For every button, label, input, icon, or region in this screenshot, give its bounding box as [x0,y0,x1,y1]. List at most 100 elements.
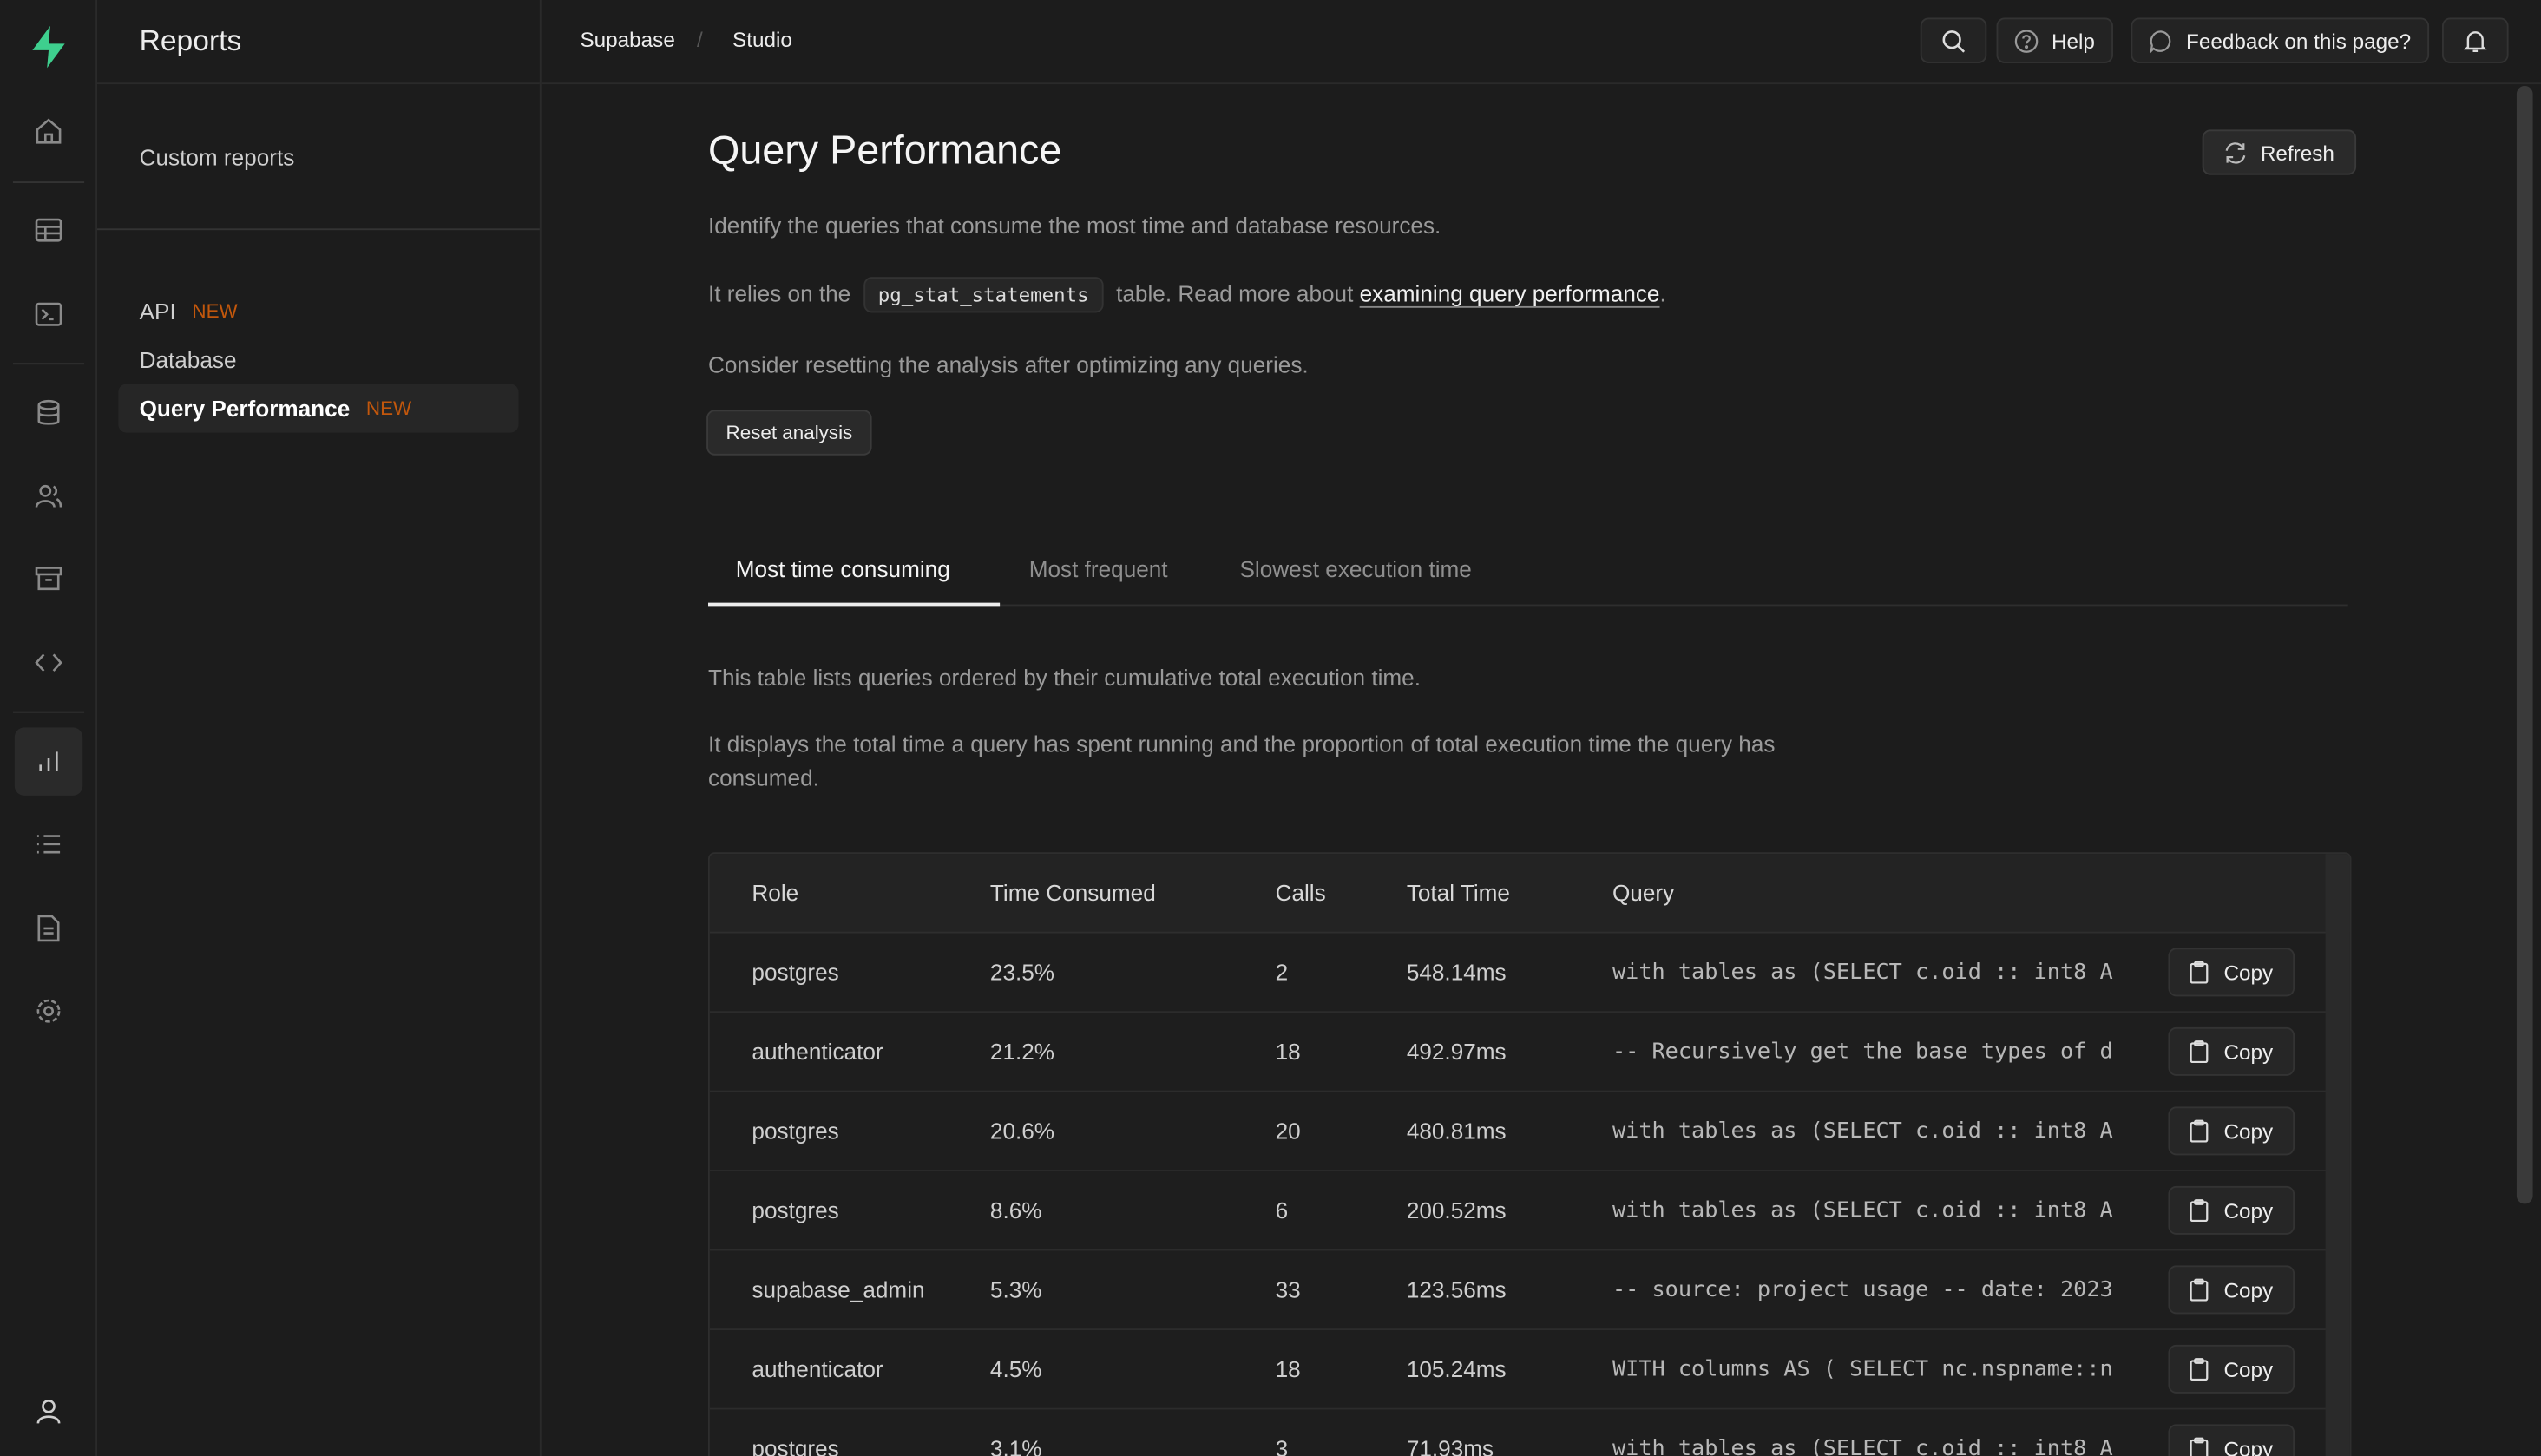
help-button[interactable]: Help [1996,17,2113,63]
menu-item-api[interactable]: API NEW [118,287,518,336]
table-row: authenticator 21.2% 18 492.97ms -- Recursive… [709,1013,2350,1092]
column-header-calls: Calls [1275,879,1326,906]
breadcrumb-separator: / [696,27,703,52]
new-badge: NEW [192,299,238,323]
clipboard-icon [2190,1040,2209,1063]
table-row: postgres 3.1% 3 71.93ms with tables as (SELE… [709,1409,2350,1456]
bell-icon [2464,30,2487,52]
database-icon[interactable] [15,379,82,447]
table-row: supabase_admin 5.3% 33 123.56ms -- source: p… [709,1250,2350,1331]
new-badge: NEW [365,397,412,420]
query-cell: -- Recursively get the base types of d [1612,1038,2113,1065]
storage-icon[interactable] [15,544,82,612]
breadcrumb-supabase[interactable]: Supabase [580,27,675,52]
copy-button[interactable]: Copy [2168,1424,2295,1456]
page-title: Query Performance [708,128,1062,174]
user-icon[interactable] [15,1377,82,1445]
calls-cell: 3 [1275,1435,1289,1456]
copy-label: Copy [2223,1039,2274,1064]
table-editor-icon[interactable] [15,196,82,264]
role-cell: authenticator [752,1355,883,1382]
breadcrumb-studio[interactable]: Studio [732,27,792,52]
total-time-cell: 123.56ms [1406,1276,1507,1303]
desc-text: table. Read more about [1116,280,1354,306]
menu-item-query-performance[interactable]: Query Performance NEW [118,384,519,433]
clipboard-icon [2190,961,2209,984]
calls-cell: 20 [1275,1118,1301,1144]
time-consumed-cell: 4.5% [989,1355,1042,1382]
description-1: Identify the queries that consume the mo… [708,212,1441,239]
role-cell: authenticator [752,1038,883,1065]
copy-button[interactable]: Copy [2168,1344,2295,1394]
copy-button[interactable]: Copy [2168,1185,2295,1235]
supabase-logo[interactable] [15,13,82,81]
page-scrollbar[interactable] [2516,85,2533,1204]
users-icon[interactable] [15,462,82,529]
settings-icon[interactable] [15,977,82,1045]
docs-icon[interactable] [15,895,82,962]
menu-item-database[interactable]: Database [118,336,518,384]
query-cell: with tables as (SELECT c.oid :: int8 A [1612,1197,2113,1223]
tab-most-time-consuming[interactable]: Most time consuming [735,555,950,582]
reset-analysis-button[interactable]: Reset analysis [706,410,872,456]
query-cell: WITH columns AS ( SELECT nc.nspname::n [1612,1355,2113,1382]
reports-icon[interactable] [14,727,83,796]
time-consumed-cell: 20.6% [989,1118,1055,1144]
sql-editor-icon[interactable] [15,280,82,348]
copy-button[interactable]: Copy [2168,1026,2295,1076]
column-header-role: Role [752,879,799,906]
menu-item-label: Query Performance [139,395,351,422]
clipboard-icon [2190,1437,2209,1456]
column-header-total-time: Total Time [1406,879,1510,906]
copy-label: Copy [2223,1356,2274,1381]
query-cell: -- source: project usage -- date: 2023 [1612,1276,2113,1303]
copy-button[interactable]: Copy [2168,1106,2295,1156]
custom-reports-link[interactable]: Custom reports [97,84,540,231]
total-time-cell: 71.93ms [1406,1435,1494,1456]
home-icon[interactable] [15,97,82,165]
description-2: It relies on the pg_stat_statements tabl… [708,277,1666,313]
clipboard-icon [2190,1358,2209,1381]
copy-button[interactable]: Copy [2168,1265,2295,1315]
column-header-time-consumed: Time Consumed [989,879,1156,906]
menu-title: Reports [97,0,540,85]
desc-text: . [1659,280,1666,306]
clipboard-icon [2190,1278,2209,1302]
time-consumed-cell: 3.1% [989,1435,1042,1456]
role-cell: supabase_admin [752,1276,925,1303]
search-icon [1942,30,1966,52]
copy-label: Copy [2223,1277,2274,1302]
feedback-button[interactable]: Feedback on this page? [2131,17,2429,63]
total-time-cell: 548.14ms [1406,959,1507,986]
total-time-cell: 105.24ms [1406,1355,1507,1382]
active-tab-indicator [708,602,1001,607]
table-row: authenticator 4.5% 18 105.24ms WITH columns … [709,1330,2350,1410]
clipboard-icon [2190,1119,2209,1143]
tab-most-frequent[interactable]: Most frequent [1028,555,1168,582]
query-cell: with tables as (SELECT c.oid :: int8 A [1612,1118,2113,1144]
description-3: Consider resetting the analysis after op… [708,351,1309,378]
time-consumed-cell: 5.3% [989,1276,1042,1303]
tab-description-1: This table lists queries ordered by thei… [708,664,1421,691]
calls-cell: 33 [1275,1276,1301,1303]
message-icon [2150,30,2171,53]
calls-cell: 2 [1275,959,1289,986]
table-row: postgres 8.6% 6 200.52ms with tables as (SEL… [709,1171,2350,1251]
tab-slowest-execution-time[interactable]: Slowest execution time [1239,555,1472,582]
refresh-button[interactable]: Refresh [2202,129,2356,175]
notifications-button[interactable] [2442,17,2509,63]
search-button[interactable] [1920,17,1987,63]
refresh-label: Refresh [2260,140,2334,165]
role-cell: postgres [752,1118,839,1144]
total-time-cell: 492.97ms [1406,1038,1507,1065]
table-scrollbar[interactable] [2325,854,2350,1456]
total-time-cell: 200.52ms [1406,1197,1507,1223]
logs-icon[interactable] [15,810,82,878]
copy-button[interactable]: Copy [2168,948,2295,997]
column-header-query: Query [1612,879,1675,906]
query-cell: with tables as (SELECT c.oid :: int8 A [1612,959,2113,986]
calls-cell: 6 [1275,1197,1289,1223]
code-icon[interactable] [15,629,82,697]
examining-query-performance-link[interactable]: examining query performance [1359,280,1660,306]
